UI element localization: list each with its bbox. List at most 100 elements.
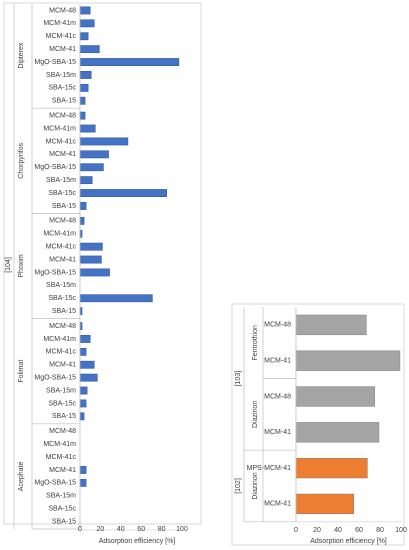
category-label: MCM-41c xyxy=(46,349,77,356)
group-label: [102] xyxy=(235,478,242,494)
bar xyxy=(79,478,87,487)
bar xyxy=(79,176,93,185)
category-label: SBA-15 xyxy=(52,98,76,105)
bar xyxy=(79,6,91,15)
category-label: MCM-41 xyxy=(49,46,76,53)
category-label: SBA-15m xyxy=(46,493,76,500)
bar xyxy=(79,466,87,474)
tick-label: 20 xyxy=(313,527,321,534)
bar xyxy=(79,71,92,79)
section-label: Acephate xyxy=(18,462,25,492)
group-label: [103] xyxy=(235,371,242,387)
bar xyxy=(79,19,95,28)
category-label: MCM-41c xyxy=(46,243,77,250)
category-label: SBA-15 xyxy=(52,308,76,315)
category-label: SBA-15c xyxy=(48,400,76,407)
bar xyxy=(79,242,103,251)
category-label: SBA-15c xyxy=(48,85,76,92)
category-label: MgO-SBA-15 xyxy=(34,164,76,171)
group-label: [104] xyxy=(5,257,12,273)
category-label: MCM-41m xyxy=(43,441,76,448)
category-label: MCM-48 xyxy=(49,218,76,225)
bar xyxy=(79,373,98,382)
category-label: MCM-41 xyxy=(49,256,76,263)
category-label: MCM-41 xyxy=(264,501,291,508)
category-label: MgO-SBA-15 xyxy=(34,374,76,381)
category-label: MCM-41m xyxy=(43,20,76,27)
bar xyxy=(79,32,89,41)
bar xyxy=(79,399,87,408)
category-label: SBA-15 xyxy=(52,413,76,420)
bar xyxy=(295,457,368,479)
category-label: SBA-15c xyxy=(48,295,76,302)
section-label: Diazinon xyxy=(252,472,259,499)
section-label: Chorpyrifos xyxy=(18,142,25,178)
bar xyxy=(79,189,167,197)
tick-label: 100 xyxy=(395,527,407,534)
category-label: MCM-48 xyxy=(49,112,76,119)
category-label: MCM-41 xyxy=(49,467,76,474)
bar xyxy=(295,493,354,515)
category-label: SBA-15c xyxy=(48,505,76,512)
tick-label: 100 xyxy=(176,526,188,533)
category-label: SBA-15m xyxy=(46,282,76,289)
bar xyxy=(79,124,96,133)
category-label: MgO-SBA-15 xyxy=(34,59,76,66)
section-label: Dipterex xyxy=(18,42,25,69)
bar xyxy=(79,386,88,395)
tick-label: 60 xyxy=(355,527,363,534)
left-chart: MCM-48 MCM-41m MCM-41c MCM-41 MgO-SBA-15 SBA-… xyxy=(5,4,188,545)
bar xyxy=(79,83,89,92)
bar xyxy=(79,347,87,356)
tick-label: 60 xyxy=(137,526,145,533)
category-label: MCM-48 xyxy=(49,323,76,330)
category-label: MCM-41c xyxy=(46,138,77,145)
category-label: SBA-15m xyxy=(46,72,76,79)
category-label: MCM-48 xyxy=(49,428,76,435)
category-label: SBA-15m xyxy=(46,387,76,394)
bar xyxy=(295,350,401,371)
category-label: MCM-41 xyxy=(264,358,291,365)
category-label: MCM-41 xyxy=(264,429,291,436)
category-label: MCM-41c xyxy=(46,454,77,461)
category-label: MCM-48 xyxy=(49,7,76,14)
category-label: MCM-41 xyxy=(49,151,76,158)
category-label: MCM-41 xyxy=(49,362,76,369)
bar xyxy=(295,422,380,443)
bar xyxy=(79,216,85,225)
tick-label: 0 xyxy=(294,527,298,534)
x-axis-title: Adsorption efficiency [%] xyxy=(310,538,387,545)
tick-label: 20 xyxy=(97,526,105,533)
bar xyxy=(79,45,100,54)
bar xyxy=(79,150,109,159)
category-label: SBA-15 xyxy=(52,203,76,210)
section-label: Folimat xyxy=(18,360,25,383)
category-label: SBA-15c xyxy=(48,190,76,197)
category-label: MPS-MCM-41 xyxy=(247,465,291,472)
x-axis-title: Adsorption efficiency [%] xyxy=(99,538,176,545)
bar xyxy=(79,360,95,369)
left-chart-frame xyxy=(3,2,202,525)
bar xyxy=(79,111,86,120)
category-label: MCM-41m xyxy=(43,125,76,132)
bar xyxy=(295,314,367,336)
category-label: MCM-41m xyxy=(43,336,76,343)
section-label: Phoxim xyxy=(18,254,25,278)
bar xyxy=(79,137,129,146)
bar xyxy=(79,268,110,277)
category-label: MgO-SBA-15 xyxy=(34,269,76,276)
category-label: MgO-SBA-15 xyxy=(34,480,76,487)
bar xyxy=(79,96,86,105)
category-label: SBA-15 xyxy=(52,518,76,525)
tick-label: 80 xyxy=(158,526,166,533)
bar xyxy=(79,58,180,66)
bar xyxy=(79,202,87,210)
category-label: MCM-48 xyxy=(264,322,291,329)
tick-label: 40 xyxy=(334,527,342,534)
bar xyxy=(295,386,375,407)
tick-label: 0 xyxy=(78,526,82,533)
category-label: SBA-15m xyxy=(46,177,76,184)
section-label: Diazinon xyxy=(252,401,259,428)
tick-label: 40 xyxy=(117,526,125,533)
